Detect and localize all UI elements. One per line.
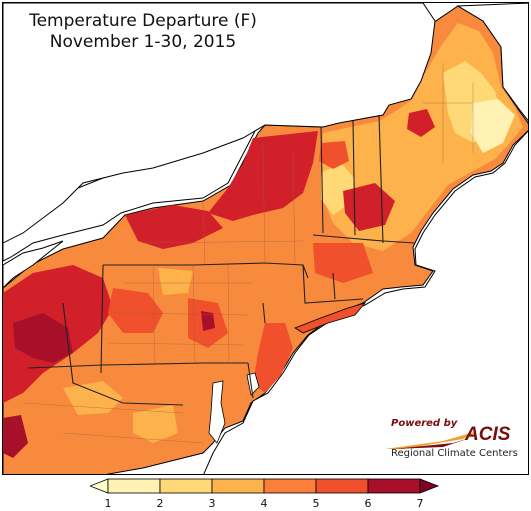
legend-swatch-3 [211,478,265,494]
pa-dark-spot [201,311,215,331]
title-line-1: Temperature Departure (F) [29,11,257,31]
lake-ontario-shore-dark [125,205,223,249]
wv-dark [13,313,73,363]
vt-red [319,141,349,169]
logo-swoosh-icon [385,431,478,449]
ny-north-dark [208,131,318,221]
legend-swatch-6 [367,478,421,494]
atlantic-ocean [203,130,528,474]
long-island [294,302,367,334]
pa-light [158,268,193,295]
canada-east [456,3,528,122]
legend-tick-5: 5 [312,497,320,510]
nj-red [253,323,293,393]
acis-logo: Powered by ACIS Regional Climate Centers [383,415,523,465]
map-frame: Temperature Departure (F) November 1-30,… [2,2,529,475]
legend-tick-3: 3 [208,497,216,510]
county-boundaries [22,63,474,444]
lake-erie [3,240,64,289]
legend-arrow-high [419,478,440,494]
title-line-2: November 1-30, 2015 [49,32,237,52]
legend-labels: 1 2 3 4 5 6 7 [90,497,440,511]
map-title: Temperature Departure (F) November 1-30,… [3,11,283,53]
legend-swatch-1 [107,478,161,494]
legend-tick-4: 4 [260,497,268,510]
pa-central-red [108,288,163,333]
state-boundaries [27,114,416,406]
legend-tick-7: 7 [416,497,424,510]
legend-swatch-4 [263,478,317,494]
canada-outline [3,3,436,244]
ct-red [313,243,373,283]
maine-east-yellow [471,99,515,153]
logo-acis-text: ACIS [465,424,511,445]
va-yellow-2 [133,405,178,443]
legend-arrow-low [90,478,109,494]
logo-powered-by: Powered by [391,418,458,429]
legend-tick-2: 2 [156,497,164,510]
logo-rcc-text: Regional Climate Centers [391,448,518,459]
legend-tick-1: 1 [104,497,112,510]
legend-swatch-5 [315,478,369,494]
va-dark [3,415,28,458]
legend-swatch-2 [159,478,213,494]
legend-tick-6: 6 [364,497,372,510]
chesapeake-bay [208,380,226,444]
maine-dark-spot [407,109,435,137]
temperature-map [3,3,528,474]
color-legend: 1 2 3 4 5 6 7 [90,478,440,510]
legend-bar [90,478,440,494]
